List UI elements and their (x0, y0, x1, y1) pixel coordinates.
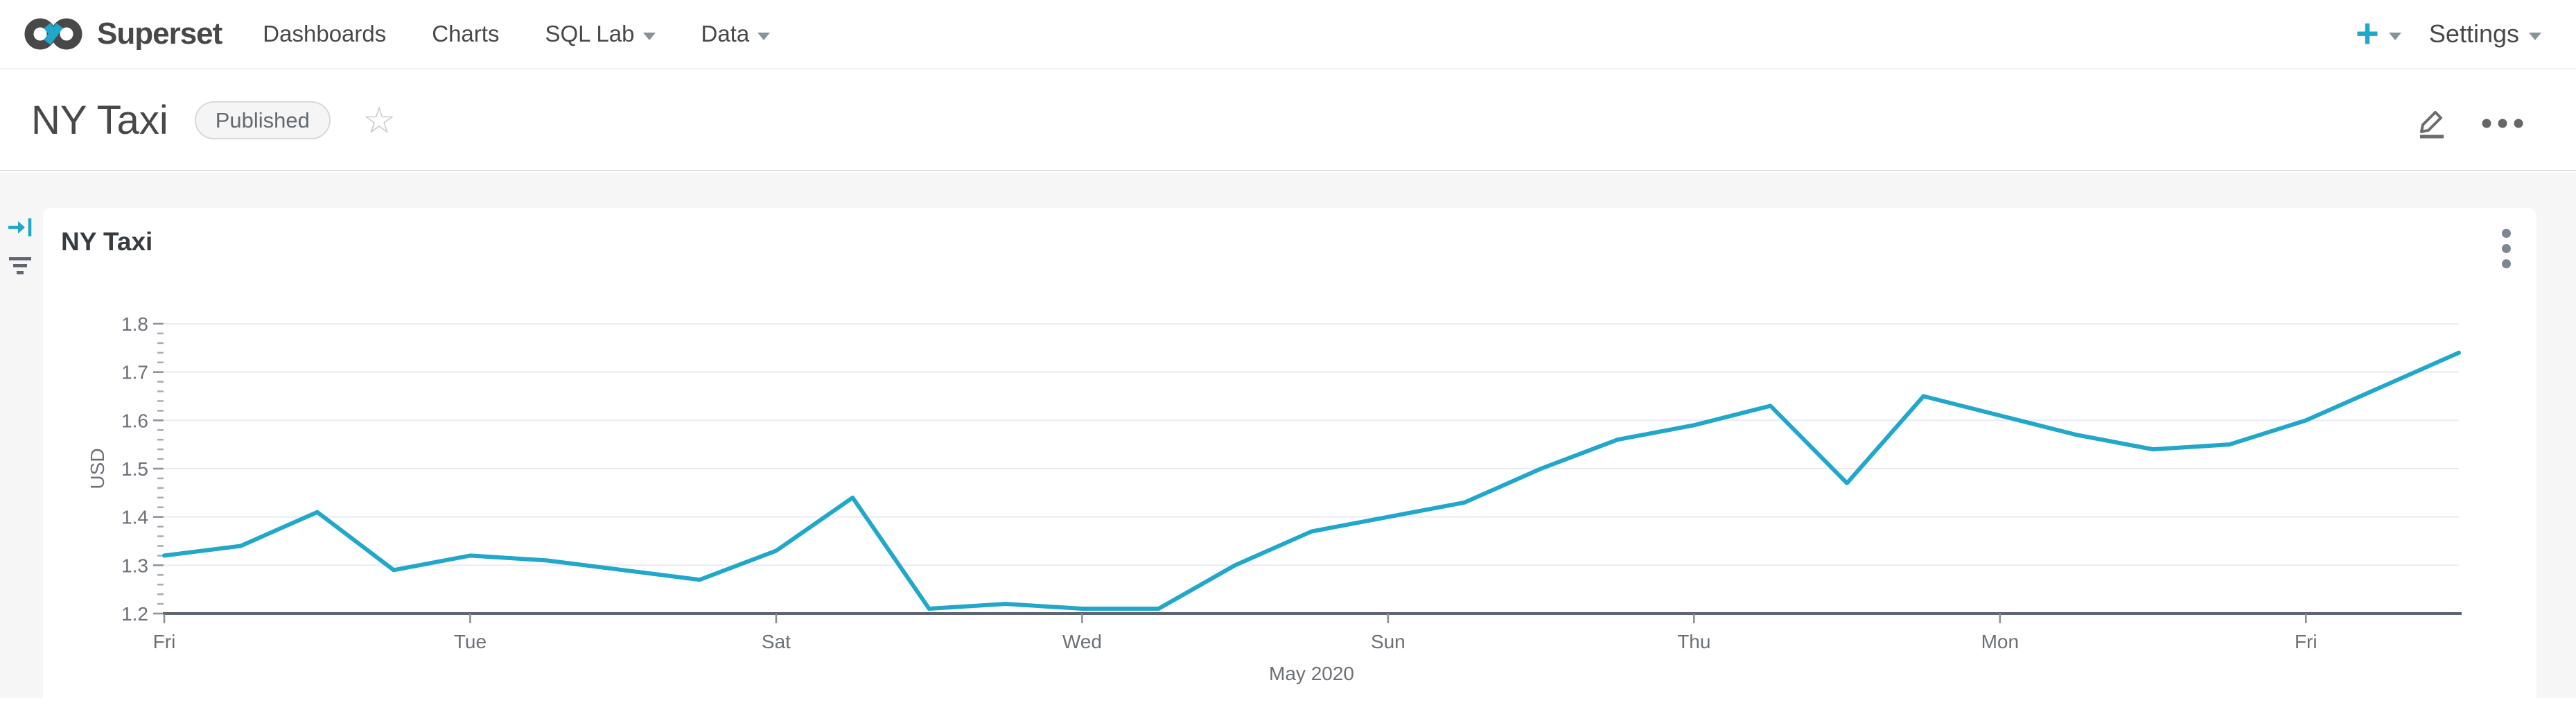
nav-item-sql-lab[interactable]: SQL Lab (522, 21, 678, 47)
edit-pencil-icon[interactable] (2413, 103, 2449, 139)
chart-card (43, 208, 2536, 721)
nav-item-data[interactable]: Data (678, 21, 794, 47)
filter-list-icon[interactable] (6, 250, 35, 279)
plus-icon: + (2356, 11, 2379, 56)
chart-title: NY Taxi (61, 227, 153, 256)
nav-item-charts[interactable]: Charts (432, 21, 500, 46)
filter-rail (0, 173, 40, 698)
page-title: NY Taxi (31, 98, 168, 143)
chevron-down-icon (757, 32, 771, 40)
superset-logo[interactable]: Superset (21, 15, 222, 53)
favorite-star-icon[interactable]: ☆ (362, 99, 396, 141)
navbar: Superset Dashboards Charts SQL Lab Data … (0, 0, 2576, 69)
superset-infinity-icon (24, 18, 82, 50)
settings-menu[interactable]: Settings (2429, 19, 2541, 49)
chevron-down-icon (642, 32, 656, 40)
nav-item-dashboards[interactable]: Dashboards (263, 21, 387, 46)
dashboard-header: NY Taxi Published ☆ (0, 71, 2576, 171)
chevron-down-icon (2529, 32, 2541, 40)
chevron-down-icon (2388, 32, 2401, 40)
brand-name: Superset (97, 17, 222, 51)
chart-kebab-menu-icon[interactable] (2492, 226, 2520, 270)
more-ellipsis-icon[interactable] (2480, 103, 2525, 139)
status-badge[interactable]: Published (194, 101, 331, 139)
expand-filters-icon[interactable] (6, 213, 35, 242)
new-item-button[interactable]: + (2356, 14, 2401, 54)
